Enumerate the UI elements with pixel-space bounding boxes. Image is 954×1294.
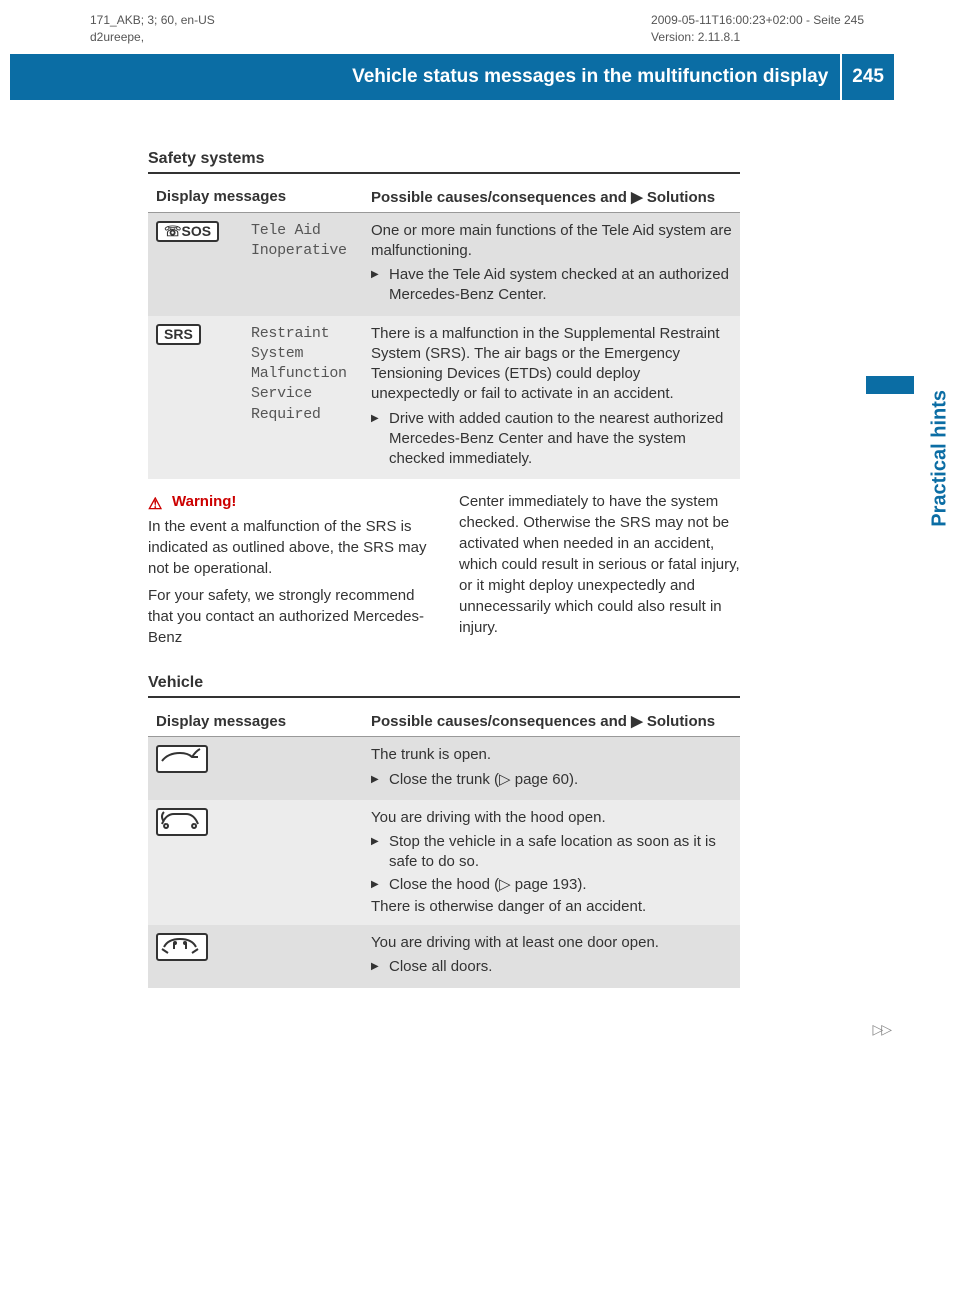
table-row: You are driving with at least one door o… — [148, 925, 740, 988]
cause-cell: One or more main functions of the Tele A… — [363, 212, 740, 316]
safety-table: Display messages Possible causes/consequ… — [148, 182, 740, 480]
warning-label: Warning! — [172, 491, 236, 512]
solution-item: Drive with added caution to the nearest … — [371, 409, 732, 470]
page-number: 245 — [840, 54, 894, 100]
message-cell — [243, 925, 363, 988]
meta-header: 171_AKB; 3; 60, en-US d2ureepe, 2009-05-… — [0, 0, 954, 54]
vehicle-table: Display messages Possible causes/consequ… — [148, 706, 740, 987]
cause-cell: You are driving with the hood open. Stop… — [363, 800, 740, 925]
cause-text: You are driving with at least one door o… — [371, 933, 732, 953]
cause-text: The trunk is open. — [371, 745, 732, 765]
meta-right-line1: 2009-05-11T16:00:23+02:00 - Seite 245 — [651, 12, 864, 29]
hood-open-icon — [156, 808, 208, 836]
symbol-cell — [148, 800, 243, 925]
warning-block: ⚠ Warning! In the event a malfunction of… — [148, 491, 740, 648]
symbol-cell: ☏SOS — [148, 212, 243, 316]
safety-col2-header: Possible causes/consequences and ▶ Solut… — [363, 182, 740, 213]
warning-title: ⚠ Warning! — [148, 491, 429, 512]
warning-column-left: ⚠ Warning! In the event a malfunction of… — [148, 491, 429, 648]
symbol-cell: SRS — [148, 316, 243, 480]
chapter-header-bar: Vehicle status messages in the multifunc… — [10, 54, 894, 100]
cause-cell: There is a malfunction in the Supplement… — [363, 316, 740, 480]
table-row: SRS Restraint System Malfunction Service… — [148, 316, 740, 480]
solution-item: Close the trunk (▷ page 60). — [371, 770, 732, 790]
vehicle-col2-header: Possible causes/consequences and ▶ Solut… — [363, 706, 740, 737]
trunk-open-icon — [156, 745, 208, 773]
meta-right: 2009-05-11T16:00:23+02:00 - Seite 245 Ve… — [651, 12, 864, 46]
door-open-icon — [156, 933, 208, 961]
warning-column-right: Center immediately to have the system ch… — [459, 491, 740, 648]
solution-item: Close all doors. — [371, 957, 732, 977]
solution-list: Drive with added caution to the nearest … — [371, 409, 732, 470]
solution-list: Close all doors. — [371, 957, 732, 977]
solution-list: Stop the vehicle in a safe location as s… — [371, 832, 732, 895]
safety-col1-header: Display messages — [148, 182, 363, 213]
solution-item: Have the Tele Aid system checked at an a… — [371, 265, 732, 306]
content-area: Safety systems Display messages Possible… — [0, 100, 830, 988]
vehicle-col1-header: Display messages — [148, 706, 363, 737]
warning-p1: In the event a malfunction of the SRS is… — [148, 516, 429, 579]
meta-left: 171_AKB; 3; 60, en-US d2ureepe, — [90, 12, 215, 46]
solution-item: Stop the vehicle in a safe location as s… — [371, 832, 732, 873]
solution-list: Close the trunk (▷ page 60). — [371, 770, 732, 790]
message-cell — [243, 737, 363, 800]
srs-icon: SRS — [156, 324, 201, 345]
table-row: The trunk is open. Close the trunk (▷ pa… — [148, 737, 740, 800]
symbol-cell — [148, 925, 243, 988]
cause-text: One or more main functions of the Tele A… — [371, 221, 732, 262]
section-heading-safety: Safety systems — [148, 150, 740, 174]
sos-icon: ☏SOS — [156, 221, 219, 242]
page: 171_AKB; 3; 60, en-US d2ureepe, 2009-05-… — [0, 0, 954, 1088]
side-tab-label: Practical hints — [929, 390, 952, 527]
side-tab-marker — [866, 376, 914, 394]
solution-item: Close the hood (▷ page 193). — [371, 875, 732, 895]
message-cell: Tele Aid Inoperative — [243, 212, 363, 316]
message-cell — [243, 800, 363, 925]
cause-cell: You are driving with at least one door o… — [363, 925, 740, 988]
cause-cell: The trunk is open. Close the trunk (▷ pa… — [363, 737, 740, 800]
meta-left-line2: d2ureepe, — [90, 29, 215, 46]
symbol-cell — [148, 737, 243, 800]
warning-right-p1: Center immediately to have the system ch… — [459, 491, 740, 638]
table-row: You are driving with the hood open. Stop… — [148, 800, 740, 925]
chapter-title: Vehicle status messages in the multifunc… — [352, 66, 840, 88]
meta-left-line1: 171_AKB; 3; 60, en-US — [90, 12, 215, 29]
trailing-text: There is otherwise danger of an accident… — [371, 897, 732, 917]
warning-triangle-icon: ⚠ — [148, 494, 166, 510]
meta-right-line2: Version: 2.11.8.1 — [651, 29, 864, 46]
message-cell: Restraint System Malfunction Service Req… — [243, 316, 363, 480]
warning-p2: For your safety, we strongly recommend t… — [148, 585, 429, 648]
continue-marker-icon: ▷▷ — [872, 1021, 890, 1038]
table-row: ☏SOS Tele Aid Inoperative One or more ma… — [148, 212, 740, 316]
cause-text: There is a malfunction in the Supplement… — [371, 324, 732, 405]
solution-list: Have the Tele Aid system checked at an a… — [371, 265, 732, 306]
cause-text: You are driving with the hood open. — [371, 808, 732, 828]
section-heading-vehicle: Vehicle — [148, 674, 740, 698]
